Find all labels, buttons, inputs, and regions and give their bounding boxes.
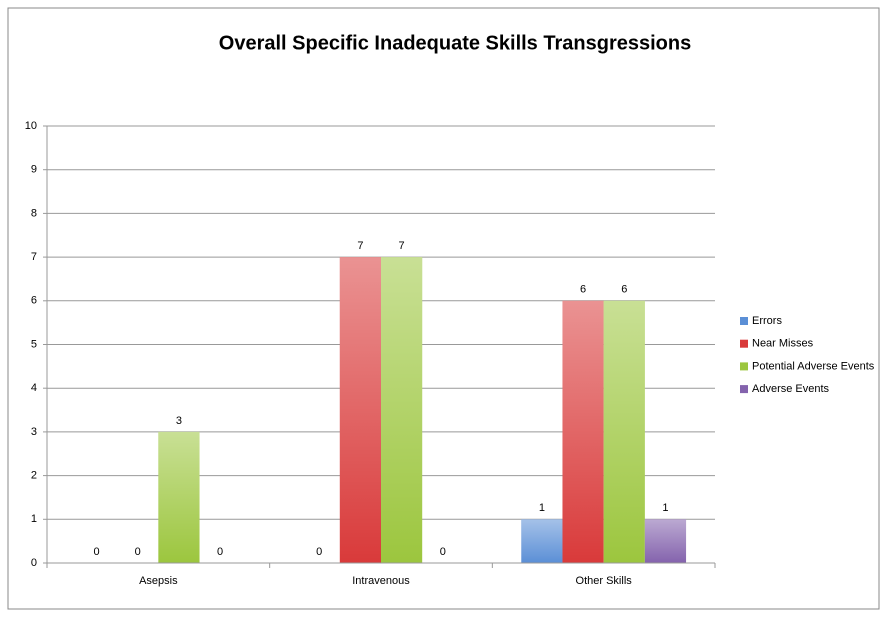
data-label: 7 xyxy=(357,240,363,252)
chart-border xyxy=(7,7,880,610)
legend-label: Near Misses xyxy=(752,338,814,350)
bar-shine xyxy=(521,519,563,563)
data-label: 0 xyxy=(93,546,99,558)
legend-swatch xyxy=(740,385,748,394)
bar-shine xyxy=(644,519,687,563)
y-tick-label: 2 xyxy=(31,470,37,482)
y-tick-label: 5 xyxy=(31,338,37,350)
data-label: 0 xyxy=(135,546,141,558)
legend-label: Errors xyxy=(752,315,782,327)
data-label: 3 xyxy=(176,415,182,427)
y-tick-label: 3 xyxy=(31,426,37,438)
data-label: 7 xyxy=(399,240,405,252)
legend-swatch xyxy=(740,317,748,325)
y-tick-label: 7 xyxy=(31,251,37,263)
data-label: 6 xyxy=(621,284,627,296)
y-tick-label: 0 xyxy=(31,557,37,569)
chart-title: Overall Specific Inadequate Skills Trans… xyxy=(219,32,691,54)
y-tick-label: 6 xyxy=(31,295,37,307)
legend-label: Potential Adverse Events xyxy=(752,360,875,372)
data-label: 6 xyxy=(580,284,586,296)
x-tick-label: Intravenous xyxy=(352,575,410,587)
data-label: 1 xyxy=(662,502,668,514)
data-label: 0 xyxy=(440,546,446,558)
data-label: 0 xyxy=(316,546,322,558)
bar-shine xyxy=(381,257,423,563)
x-tick-label: Asepsis xyxy=(139,575,178,587)
legend-swatch xyxy=(740,362,748,371)
bar-shine xyxy=(562,300,604,563)
y-tick-label: 1 xyxy=(31,513,37,525)
bar-shine xyxy=(339,257,381,563)
y-tick-label: 10 xyxy=(25,120,37,132)
bar-shine xyxy=(603,300,645,563)
legend-label: Adverse Events xyxy=(752,383,830,395)
y-tick-label: 8 xyxy=(31,207,37,219)
data-label: 0 xyxy=(217,546,223,558)
legend-swatch xyxy=(740,339,748,348)
y-tick-label: 4 xyxy=(31,382,37,394)
bar-shine xyxy=(158,431,200,563)
x-tick-label: Other Skills xyxy=(576,575,633,587)
y-tick-label: 9 xyxy=(31,164,37,176)
data-label: 1 xyxy=(539,502,545,514)
